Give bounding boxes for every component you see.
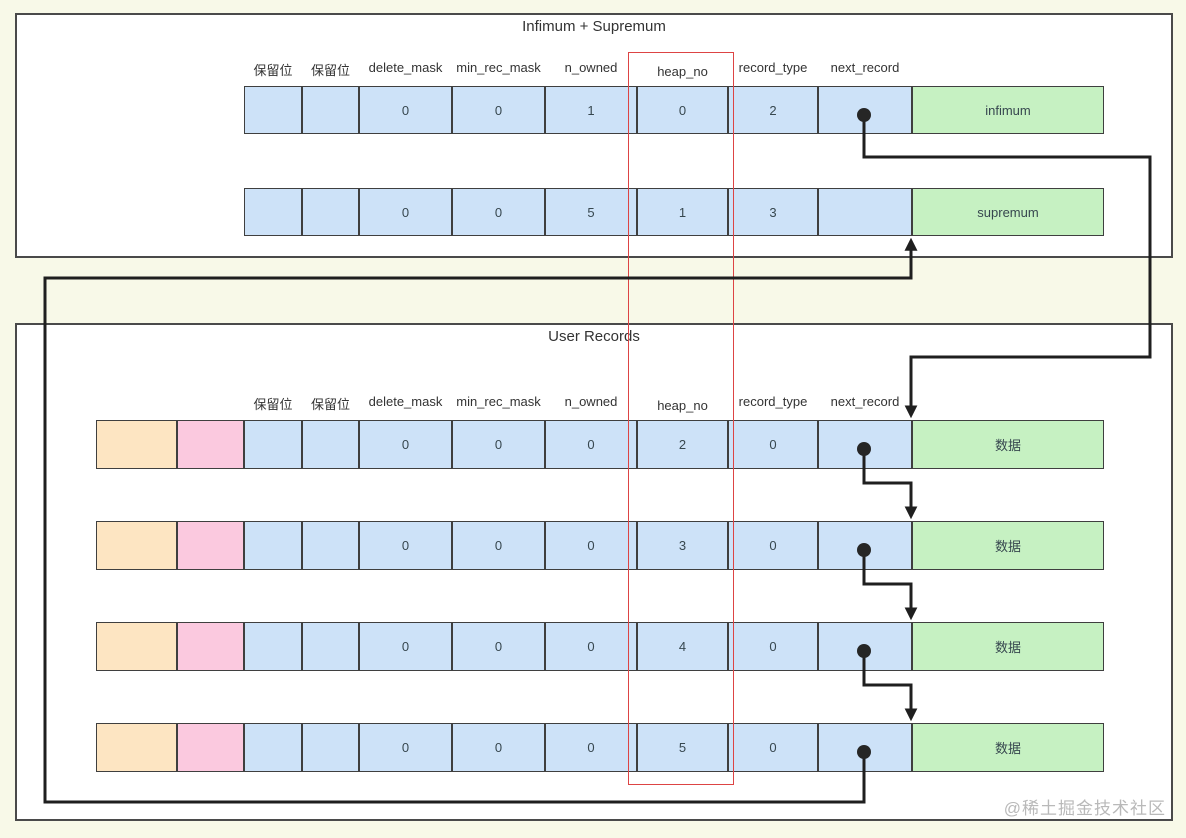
cell-record-type: 0 (728, 723, 818, 772)
cell-min-rec-mask: 0 (452, 622, 545, 671)
cell-delete-mask: 0 (359, 188, 452, 236)
col-label-record-type: record_type (738, 60, 808, 75)
cell-heap-no: 2 (637, 420, 728, 469)
col-label-next-record: next_record (830, 394, 900, 409)
cell-delete-mask: 0 (359, 521, 452, 570)
cell-record-type: 2 (728, 86, 818, 134)
cell-reserved-1 (244, 188, 302, 236)
col-label-n-owned: n_owned (564, 394, 618, 409)
cell-n-owned: 0 (545, 723, 637, 772)
cell-extra-info-2 (177, 723, 244, 772)
cell-reserved-1 (244, 86, 302, 134)
cell-heap-no: 3 (637, 521, 728, 570)
cell-min-rec-mask: 0 (452, 86, 545, 134)
user-records-title: User Records (548, 328, 640, 345)
cell-heap-no: 5 (637, 723, 728, 772)
cell-reserved-2 (302, 86, 359, 134)
cell-next-record (818, 420, 912, 469)
cell-next-record (818, 723, 912, 772)
col-label-record-type: record_type (738, 394, 808, 409)
cell-record-label: 数据 (912, 622, 1104, 671)
cell-extra-info-1 (96, 622, 177, 671)
cell-record-label: infimum (912, 86, 1104, 134)
cell-n-owned: 1 (545, 86, 637, 134)
cell-delete-mask: 0 (359, 420, 452, 469)
cell-n-owned: 0 (545, 521, 637, 570)
cell-min-rec-mask: 0 (452, 188, 545, 236)
cell-delete-mask: 0 (359, 86, 452, 134)
supremum-record-row: 0 0 5 1 3 supremum (0, 188, 1186, 236)
cell-heap-no: 0 (637, 86, 728, 134)
cell-extra-info-2 (177, 521, 244, 570)
col-label-min-rec-mask: min_rec_mask (456, 394, 541, 409)
col-label-reserved-1: 保留位 (253, 397, 293, 412)
col-label-reserved-2: 保留位 (310, 397, 350, 412)
cell-extra-info-2 (177, 622, 244, 671)
cell-extra-info-1 (96, 521, 177, 570)
watermark: @稀土掘金技术社区 (1003, 799, 1166, 818)
cell-min-rec-mask: 0 (452, 723, 545, 772)
cell-reserved-2 (302, 723, 359, 772)
cell-next-record (818, 521, 912, 570)
cell-n-owned: 0 (545, 420, 637, 469)
col-label-next-record: next_record (830, 60, 900, 75)
cell-delete-mask: 0 (359, 622, 452, 671)
cell-reserved-2 (302, 622, 359, 671)
cell-record-label: supremum (912, 188, 1104, 236)
col-label-delete-mask: delete_mask (368, 60, 443, 75)
cell-reserved-1 (244, 420, 302, 469)
cell-record-label: 数据 (912, 521, 1104, 570)
col-label-reserved-2: 保留位 (310, 63, 350, 78)
infimum-supremum-title: Infimum + Supremum (522, 18, 666, 35)
user-record-row-2: 0 0 0 3 0 数据 (0, 521, 1186, 570)
cell-delete-mask: 0 (359, 723, 452, 772)
cell-record-label: 数据 (912, 420, 1104, 469)
cell-record-type: 0 (728, 420, 818, 469)
col-label-delete-mask: delete_mask (368, 394, 443, 409)
cell-reserved-2 (302, 188, 359, 236)
cell-n-owned: 5 (545, 188, 637, 236)
user-record-row-3: 0 0 0 4 0 数据 (0, 622, 1186, 671)
cell-reserved-1 (244, 521, 302, 570)
col-label-heap-no: heap_no (657, 398, 708, 413)
col-label-heap-no: heap_no (657, 64, 708, 79)
cell-heap-no: 1 (637, 188, 728, 236)
cell-next-record (818, 622, 912, 671)
cell-reserved-2 (302, 521, 359, 570)
cell-heap-no: 4 (637, 622, 728, 671)
col-label-min-rec-mask: min_rec_mask (456, 60, 541, 75)
cell-min-rec-mask: 0 (452, 521, 545, 570)
cell-reserved-1 (244, 723, 302, 772)
cell-n-owned: 0 (545, 622, 637, 671)
cell-min-rec-mask: 0 (452, 420, 545, 469)
user-record-row-1: 0 0 0 2 0 数据 (0, 420, 1186, 469)
cell-reserved-2 (302, 420, 359, 469)
infimum-record-row: 0 0 1 0 2 infimum (0, 86, 1186, 134)
cell-extra-info-2 (177, 420, 244, 469)
cell-reserved-1 (244, 622, 302, 671)
cell-record-type: 0 (728, 622, 818, 671)
cell-record-type: 0 (728, 521, 818, 570)
cell-record-label: 数据 (912, 723, 1104, 772)
cell-next-record (818, 188, 912, 236)
cell-extra-info-1 (96, 723, 177, 772)
cell-next-record (818, 86, 912, 134)
cell-record-type: 3 (728, 188, 818, 236)
cell-extra-info-1 (96, 420, 177, 469)
user-record-row-4: 0 0 0 5 0 数据 (0, 723, 1186, 772)
col-label-n-owned: n_owned (564, 60, 618, 75)
col-label-reserved-1: 保留位 (253, 63, 293, 78)
